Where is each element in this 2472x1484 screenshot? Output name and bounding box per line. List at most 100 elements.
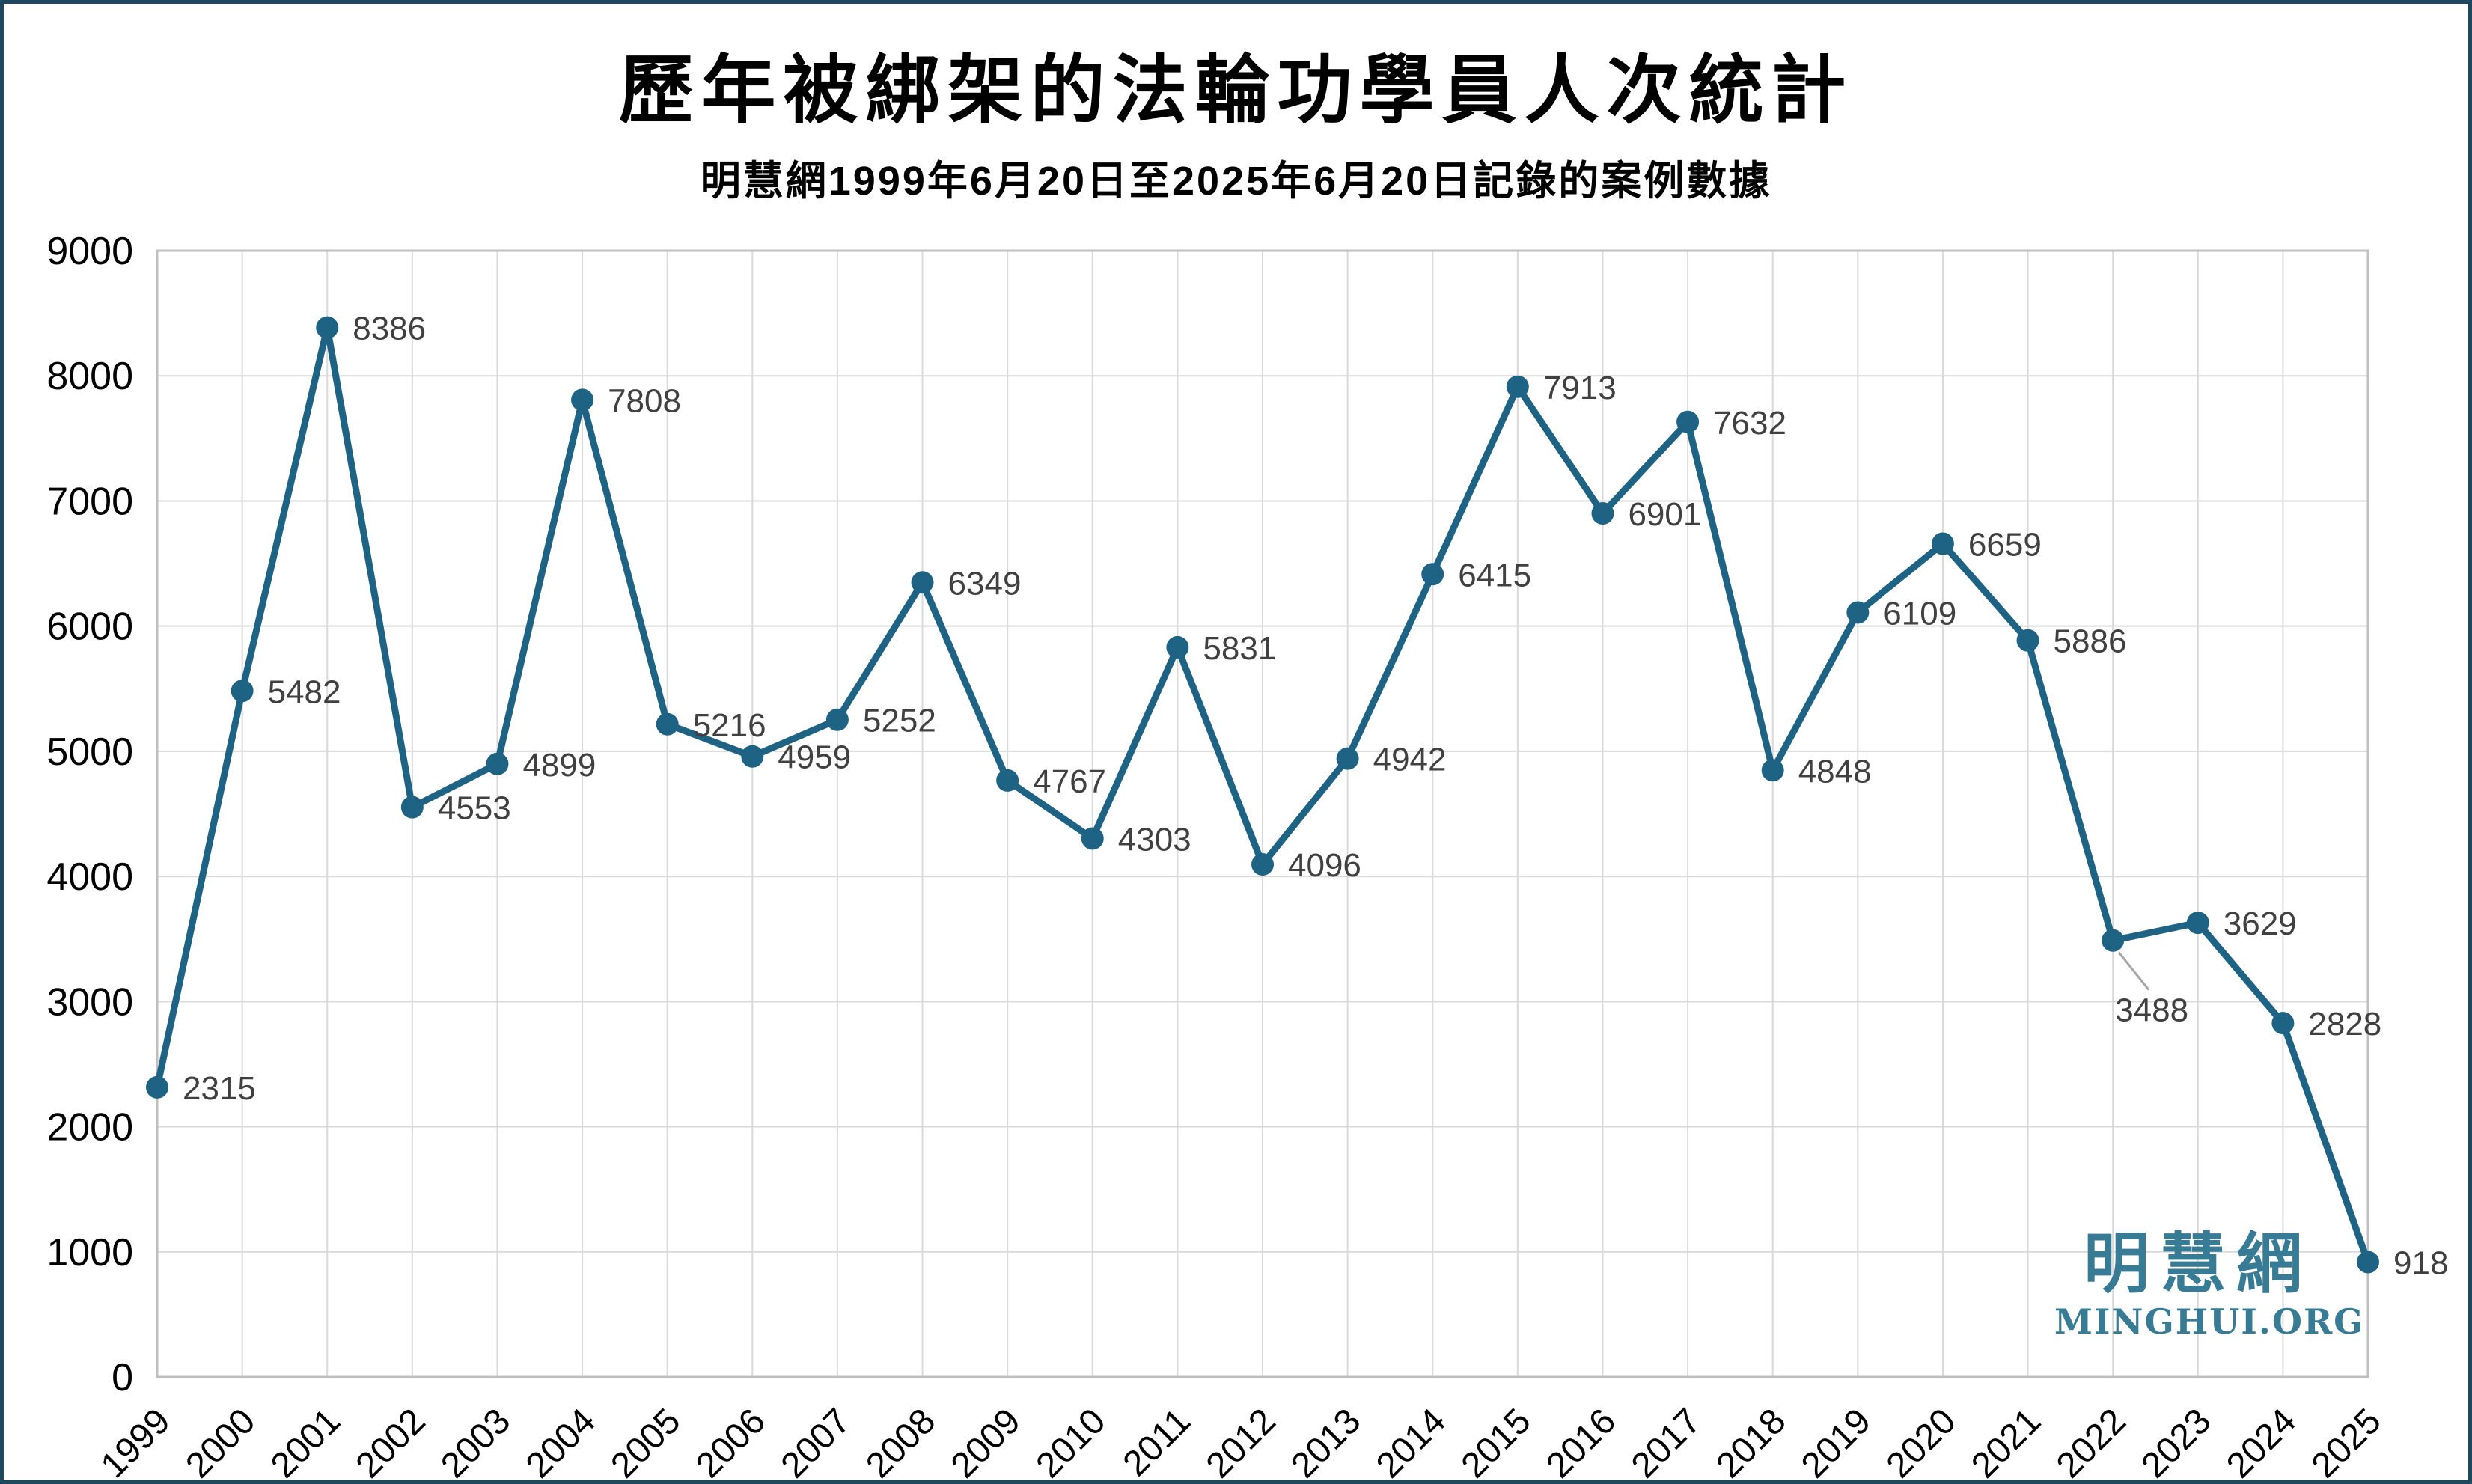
data-point-2009 [996,769,1019,792]
x-axis-tick-label: 2015 [1454,1401,1539,1484]
data-label-2021: 5886 [2054,623,2127,660]
data-point-2013 [1336,747,1359,770]
data-point-2001 [316,316,339,339]
x-axis-tick-label: 2007 [774,1401,858,1484]
data-label-2018: 4848 [1798,753,1872,790]
data-label-2010: 4303 [1118,821,1191,858]
y-axis-tick-label: 3000 [46,980,133,1024]
data-point-2015 [1506,375,1529,398]
data-point-2020 [1931,532,1954,555]
data-point-2018 [1761,759,1784,782]
plot-area-border [156,249,2369,1378]
data-point-2004 [571,388,594,412]
y-axis-tick-label: 9000 [46,230,133,273]
data-label-2011: 5831 [1203,630,1276,667]
x-axis-tick-label: 2005 [603,1401,688,1484]
y-axis-tick-label: 8000 [46,355,133,398]
x-axis-tick-label: 2011 [1116,1401,1198,1483]
data-point-2006 [741,745,764,768]
data-label-2000: 5482 [268,674,341,710]
x-axis-tick-label: 2019 [1794,1401,1879,1484]
data-label-2014: 6415 [1458,557,1531,593]
data-point-2011 [1166,635,1189,659]
x-axis-tick-label: 1999 [94,1401,178,1484]
data-point-2012 [1251,853,1274,876]
watermark-latin-text: MINGHUI.ORG [2054,1301,2365,1342]
data-label-2003: 4899 [522,747,596,784]
data-point-2021 [2016,629,2039,652]
data-label-leader-line [2117,951,2150,991]
x-axis-tick-label: 2020 [1879,1401,1964,1484]
x-axis-tick-label: 2008 [858,1401,943,1484]
data-label-2009: 4767 [1033,763,1106,800]
data-label-2022: 3488 [2115,992,2188,1029]
data-point-2002 [400,796,424,819]
x-axis-tick-label: 2023 [2134,1401,2219,1484]
y-axis-tick-label: 6000 [46,605,133,649]
data-point-2024 [2271,1012,2295,1035]
data-point-2016 [1591,501,1614,525]
chart-subtitle: 明慧網1999年6月20日至2025年6月20日記錄的案例數據 [700,159,1772,204]
x-axis-tick-label: 2025 [2304,1401,2389,1484]
data-label-2016: 6901 [1628,496,1701,533]
chart-title: 歷年被綁架的法輪功學員人次統計 [618,49,1854,132]
data-point-2023 [2186,912,2209,935]
data-point-2022 [2102,929,2125,952]
y-axis-tick-label: 1000 [46,1231,133,1274]
y-axis-tick-label: 7000 [46,480,133,523]
x-axis-tick-label: 2004 [519,1401,603,1484]
y-axis-tick-label: 0 [112,1356,133,1399]
x-axis-tick-label: 2001 [263,1401,348,1484]
data-point-2017 [1676,410,1700,433]
x-axis-tick-label: 2000 [178,1401,263,1484]
data-point-2008 [911,571,934,594]
y-axis-tick-label: 5000 [46,730,133,774]
data-label-2001: 8386 [353,311,426,347]
minghui-watermark: 明慧網 MINGHUI.ORG [2054,1227,2365,1342]
x-axis-tick-label: 2012 [1199,1401,1284,1484]
data-label-2023: 3629 [2224,906,2297,942]
x-axis-tick-label: 2016 [1539,1401,1623,1484]
x-axis-tick-label: 2013 [1284,1401,1368,1484]
x-axis-tick-label: 2002 [349,1401,433,1484]
data-label-2012: 4096 [1288,847,1361,884]
data-label-2015: 7913 [1543,370,1617,406]
x-axis-tick-label: 2017 [1624,1401,1709,1484]
data-point-2019 [1846,601,1870,624]
data-label-1999: 2315 [183,1070,256,1107]
data-label-2005: 5216 [693,707,766,744]
data-label-2019: 6109 [1883,595,1956,632]
data-label-2007: 5252 [863,703,936,739]
data-label-2017: 7632 [1713,405,1786,442]
data-point-2005 [656,712,679,736]
watermark-cjk-text: 明慧網 [2083,1227,2313,1301]
data-point-2010 [1081,827,1104,850]
data-label-2008: 6349 [948,565,1022,602]
data-point-2000 [231,680,254,703]
data-point-2007 [825,708,849,731]
data-label-2004: 7808 [608,382,681,419]
x-axis-tick-label: 2009 [944,1401,1028,1484]
x-axis-tick-label: 2022 [2049,1401,2134,1484]
x-axis-tick-label: 2006 [689,1401,773,1484]
data-point-2014 [1421,563,1444,586]
data-label-2025: 918 [2393,1245,2448,1281]
data-point-1999 [146,1075,168,1099]
x-axis-tick-label: 2010 [1029,1401,1114,1484]
data-label-2002: 4553 [438,790,511,827]
y-axis-tick-label: 2000 [46,1106,133,1149]
data-point-2025 [2357,1251,2379,1274]
data-label-2024: 2828 [2308,1006,2381,1042]
data-label-2013: 4942 [1373,742,1447,778]
x-axis-tick-label: 2003 [433,1401,518,1484]
data-label-2006: 4959 [778,739,851,776]
x-axis-tick-label: 2018 [1709,1401,1793,1484]
y-axis-tick-label: 4000 [46,855,133,899]
x-axis-tick-label: 2014 [1369,1401,1453,1484]
x-axis-tick-label: 2024 [2219,1401,2304,1484]
data-point-2003 [486,752,509,775]
data-label-2020: 6659 [1968,526,2042,563]
x-axis-tick-label: 2021 [1964,1401,2048,1484]
statistics-line-chart: 0 1000 2000 3000 4000 5000 6000 7000 8000 9000 199… [46,230,2448,1484]
